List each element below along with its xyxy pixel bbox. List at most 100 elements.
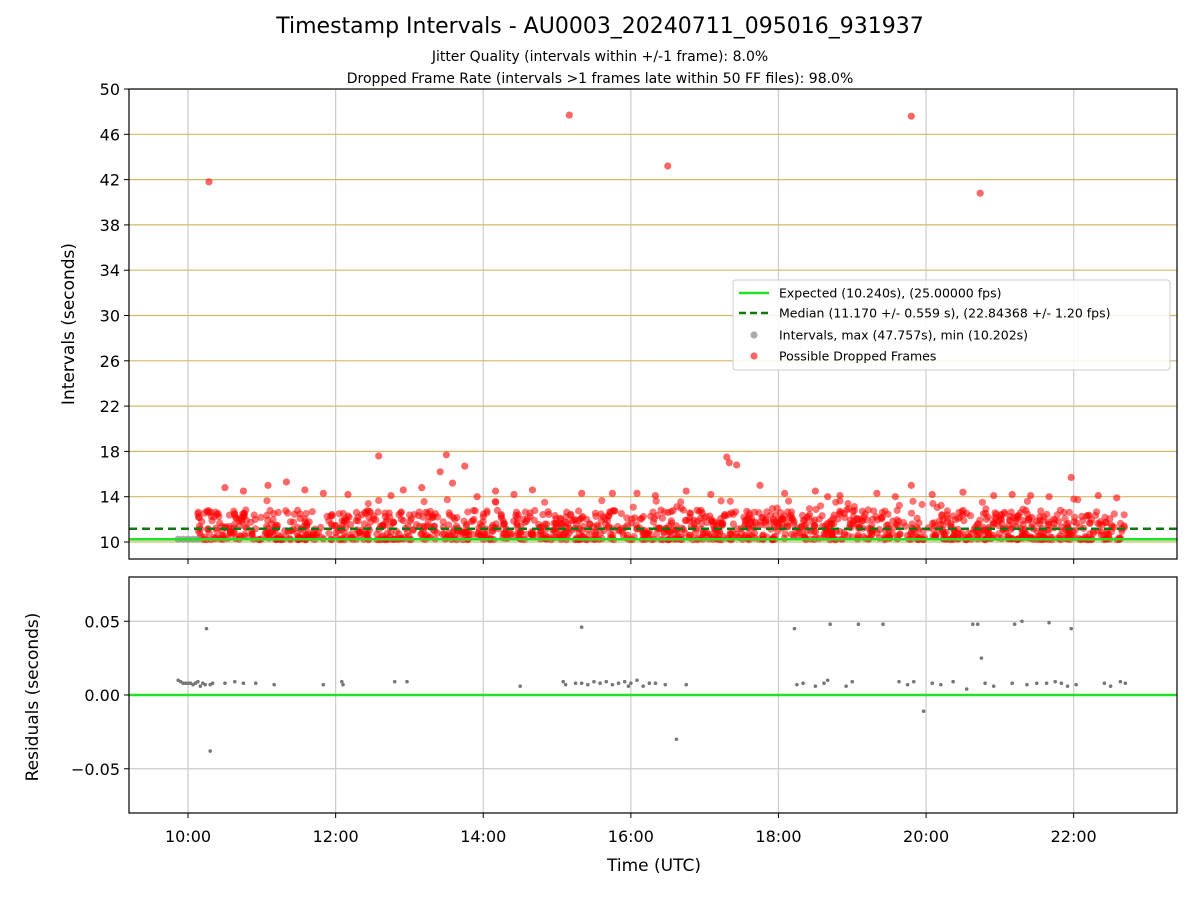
dropped-frame-point xyxy=(909,497,917,505)
dropped-frame-point xyxy=(542,532,550,540)
dropped-frame-point xyxy=(282,507,290,515)
dropped-frame-point xyxy=(387,491,395,500)
residual-point xyxy=(204,626,209,631)
dropped-frame-point xyxy=(1016,509,1025,517)
dropped-frame-point xyxy=(423,531,431,540)
dropped-frame-point xyxy=(375,496,383,505)
residual-point xyxy=(1010,681,1014,685)
dropped-frame-point xyxy=(1120,523,1128,532)
dropped-frame-point xyxy=(565,111,573,119)
dropped-frame-point xyxy=(1086,530,1094,538)
dropped-frame-point xyxy=(1039,516,1047,525)
residual-point xyxy=(964,687,969,691)
dropped-frame-point xyxy=(434,513,442,521)
dropped-frame-point xyxy=(445,521,453,529)
dropped-frame-point xyxy=(269,516,277,524)
residual-point xyxy=(616,681,621,685)
dropped-frame-point xyxy=(781,489,789,497)
residual-point xyxy=(1118,679,1123,684)
x-tick-label: 22:00 xyxy=(1051,827,1097,846)
dropped-frame-point xyxy=(991,509,999,517)
dropped-frame-point xyxy=(1110,510,1118,518)
dropped-frame-point xyxy=(552,515,560,523)
dropped-frame-point xyxy=(778,521,786,529)
dropped-frame-point xyxy=(844,499,852,508)
dropped-frame-point xyxy=(991,519,999,528)
y-axis-label-intervals: Intervals (seconds) xyxy=(59,243,79,405)
residual-point xyxy=(1044,681,1049,685)
dropped-frame-point xyxy=(387,529,395,537)
dropped-frame-point xyxy=(849,520,857,528)
dropped-frame-point xyxy=(820,529,828,538)
dropped-frame-point xyxy=(205,178,213,186)
dropped-frame-point xyxy=(319,489,327,497)
residual-point xyxy=(573,681,578,685)
dropped-frame-point xyxy=(479,510,487,518)
dropped-frame-point xyxy=(629,503,637,511)
dropped-frame-point xyxy=(976,516,984,524)
dropped-frame-point xyxy=(788,508,796,516)
y-tick-label: 50 xyxy=(100,80,120,99)
legend-intervals-swatch xyxy=(750,331,758,339)
dropped-frame-point xyxy=(544,508,552,516)
dropped-frame-point xyxy=(707,490,715,499)
residual-point xyxy=(1012,622,1017,626)
dropped-frame-point xyxy=(681,529,689,537)
residual-point xyxy=(1059,681,1064,685)
dropped-frame-point xyxy=(982,505,990,513)
dropped-frame-point xyxy=(1045,493,1053,501)
dropped-frame-point xyxy=(864,506,872,514)
dropped-frame-point xyxy=(815,515,823,523)
dropped-frame-point xyxy=(379,521,387,530)
dropped-frame-point xyxy=(251,515,259,524)
chart-title: Timestamp Intervals - AU0003_20240711_09… xyxy=(276,14,924,39)
dropped-frame-point xyxy=(286,518,295,526)
dropped-frame-point xyxy=(372,516,380,524)
legend: Expected (10.240s), (25.00000 fps) Median… xyxy=(732,279,1171,371)
x-tick-label: 10:00 xyxy=(165,827,211,846)
residual-point xyxy=(1065,684,1070,688)
dropped-frame-point xyxy=(633,489,641,497)
dropped-frame-point xyxy=(239,510,247,518)
residual-point xyxy=(828,622,832,626)
dropped-frame-point xyxy=(812,505,820,513)
residual-point xyxy=(825,678,830,683)
residual-point xyxy=(1034,681,1039,685)
dropped-frame-point xyxy=(750,529,759,537)
dropped-frame-point xyxy=(420,498,428,506)
dropped-frame-point xyxy=(824,493,832,501)
dropped-frame-point xyxy=(733,461,741,469)
residual-point xyxy=(392,679,397,684)
dropped-frame-point xyxy=(221,484,229,492)
x-tick-label: 20:00 xyxy=(903,827,949,846)
dropped-frame-point xyxy=(747,519,755,527)
dropped-frame-point xyxy=(200,509,208,517)
dropped-frame-point xyxy=(717,497,725,505)
legend-label: Expected (10.240s), (25.00000 fps) xyxy=(779,286,1001,301)
dropped-frame-point xyxy=(538,523,546,531)
residual-point xyxy=(975,622,980,626)
dropped-frame-point xyxy=(781,530,789,538)
dropped-frame-point xyxy=(1037,507,1045,515)
dropped-frame-point xyxy=(248,529,256,538)
dropped-frame-point xyxy=(309,531,317,539)
residual-point xyxy=(684,682,689,687)
legend-label: Median (11.170 +/- 0.559 s), (22.84368 +… xyxy=(779,306,1110,321)
dropped-frame-point xyxy=(798,528,806,536)
residual-point xyxy=(208,749,212,753)
dropped-frame-point xyxy=(942,528,950,536)
dropped-frame-point xyxy=(237,516,245,524)
dropped-frame-point xyxy=(608,489,617,497)
residual-point xyxy=(1069,626,1074,631)
dropped-frame-point xyxy=(390,518,398,526)
dropped-frame-point xyxy=(491,487,500,495)
y-tick-label: 46 xyxy=(100,125,120,144)
residual-point xyxy=(641,684,645,688)
residual-point xyxy=(1025,682,1029,687)
dropped-frame-point xyxy=(461,462,469,470)
dropped-frame-point xyxy=(982,515,991,523)
dropped-frame-point xyxy=(274,508,282,516)
dropped-frame-point xyxy=(592,512,600,520)
dropped-frame-point xyxy=(863,516,871,524)
dropped-frame-point xyxy=(1027,491,1035,500)
